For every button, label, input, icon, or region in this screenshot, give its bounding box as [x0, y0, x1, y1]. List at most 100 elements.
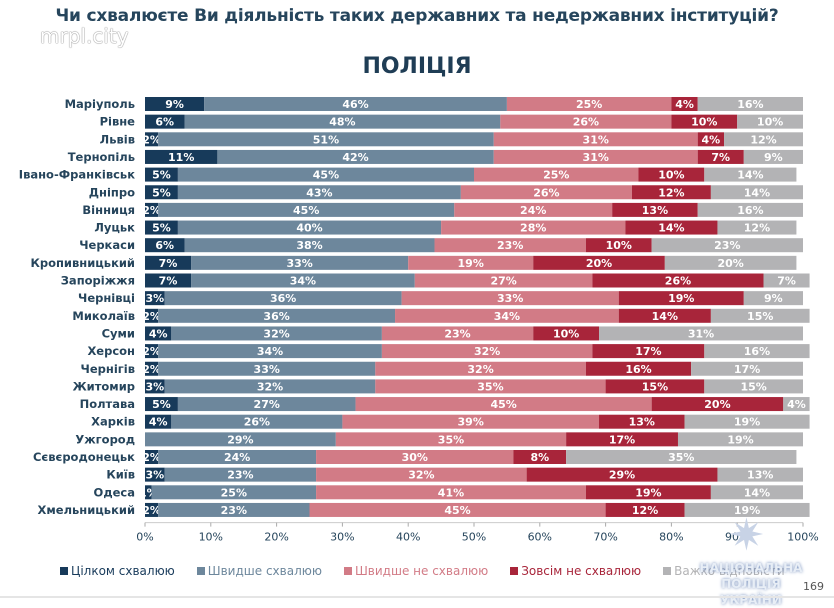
data-label: 16% — [625, 363, 651, 376]
data-label: 48% — [329, 116, 355, 129]
bar-segment — [697, 97, 803, 111]
data-label: 15% — [740, 380, 766, 393]
data-label: 17% — [635, 345, 661, 358]
bar-segment — [217, 149, 494, 164]
police-badge-icon: ✷ — [728, 510, 765, 561]
bar-segment — [704, 379, 803, 394]
bar-segment — [145, 379, 165, 394]
bar-segment — [414, 273, 593, 288]
data-label: 3% — [146, 469, 165, 482]
bar-segment — [145, 167, 178, 182]
bar-segment — [493, 149, 698, 164]
bar-segment — [184, 114, 501, 129]
data-label: 29% — [609, 469, 635, 482]
data-label: 4% — [702, 133, 721, 146]
data-label: 46% — [342, 98, 368, 111]
x-tick-label: 80% — [659, 531, 683, 544]
data-label: 26% — [665, 275, 691, 288]
data-label: 16% — [744, 345, 770, 358]
bar-segment — [145, 485, 152, 500]
data-label: 24% — [520, 204, 546, 217]
category-label: Суми — [102, 326, 135, 340]
bar-segment — [145, 273, 192, 288]
category-label: Маріуполь — [65, 97, 135, 111]
legend-label: Важко відповісти — [674, 564, 785, 578]
legend-label: Зовсім не схвалюю — [521, 564, 642, 578]
data-label: 12% — [632, 504, 658, 517]
data-label: 5% — [152, 398, 171, 411]
data-label: 13% — [629, 416, 655, 429]
legend-label: Швидше не схвалюю — [354, 564, 489, 578]
bar-segment — [743, 291, 803, 306]
data-label: 23% — [497, 239, 523, 252]
bar-segment — [145, 238, 185, 253]
bar-segment — [585, 361, 692, 376]
bar-segment — [763, 273, 810, 288]
category-label: Одеса — [94, 485, 135, 499]
data-label: 13% — [642, 204, 668, 217]
legend-label: Цілком схвалюю — [71, 564, 175, 578]
bar-segment — [671, 114, 738, 129]
bar-segment — [592, 344, 705, 359]
data-label: 2% — [142, 451, 161, 464]
legend-item: Важко відповісти — [663, 564, 785, 578]
data-label: 12% — [750, 133, 776, 146]
bar-segment — [316, 467, 527, 482]
data-label: 2% — [142, 204, 161, 217]
data-label: 45% — [293, 204, 319, 217]
data-label: 30% — [402, 451, 428, 464]
data-label: 9% — [764, 151, 783, 164]
bar-segment — [145, 467, 165, 482]
data-label: 45% — [444, 504, 470, 517]
data-label: 14% — [658, 222, 684, 235]
bar-segment — [684, 502, 810, 517]
data-label: 26% — [573, 116, 599, 129]
data-label: 27% — [490, 275, 516, 288]
data-label: 3% — [146, 292, 165, 305]
bar-segment — [191, 255, 409, 270]
bar-segment — [697, 132, 725, 147]
data-label: 14% — [744, 186, 770, 199]
bar-segment — [500, 114, 672, 129]
data-label: 23% — [714, 239, 740, 252]
data-label: 10% — [606, 239, 632, 252]
category-label: Рівне — [100, 115, 136, 129]
bar-segment — [145, 432, 336, 447]
data-label: 4% — [787, 398, 806, 411]
bar-segment — [710, 308, 810, 323]
bar-segment — [566, 432, 678, 447]
legend-label: Швидше схвалюю — [207, 564, 322, 578]
data-label: 32% — [257, 380, 283, 393]
data-label: 5% — [152, 186, 171, 199]
data-label: 2% — [142, 345, 161, 358]
bar-segment — [177, 220, 442, 235]
data-label: 2% — [142, 133, 161, 146]
data-label: 4% — [149, 416, 168, 429]
bar-segment — [177, 397, 356, 412]
bar-segment — [164, 291, 402, 306]
data-label: 28% — [520, 222, 546, 235]
legend-swatch — [343, 567, 352, 575]
data-label: 26% — [244, 416, 270, 429]
x-tick-label: 100% — [787, 531, 818, 544]
bar-segment — [145, 132, 159, 147]
data-label: 5% — [152, 169, 171, 182]
bar-segment — [710, 185, 803, 200]
page-number: 169 — [803, 580, 824, 593]
data-label: 33% — [497, 292, 523, 305]
data-label: 42% — [342, 151, 368, 164]
bar-segment — [381, 344, 593, 359]
bar-segment — [638, 167, 705, 182]
x-tick-label: 50% — [462, 531, 486, 544]
category-label: Хмельницький — [38, 503, 135, 517]
bar-segment — [783, 397, 810, 412]
bar-segment — [704, 167, 797, 182]
legend-item: Швидше не схвалюю — [343, 564, 489, 578]
data-label: 10% — [757, 116, 783, 129]
bar-segment — [717, 467, 803, 482]
data-label: 24% — [224, 451, 250, 464]
bar-segment — [724, 132, 803, 147]
data-label: 11% — [168, 151, 194, 164]
bar-segment — [158, 450, 317, 464]
data-label: 31% — [583, 133, 609, 146]
